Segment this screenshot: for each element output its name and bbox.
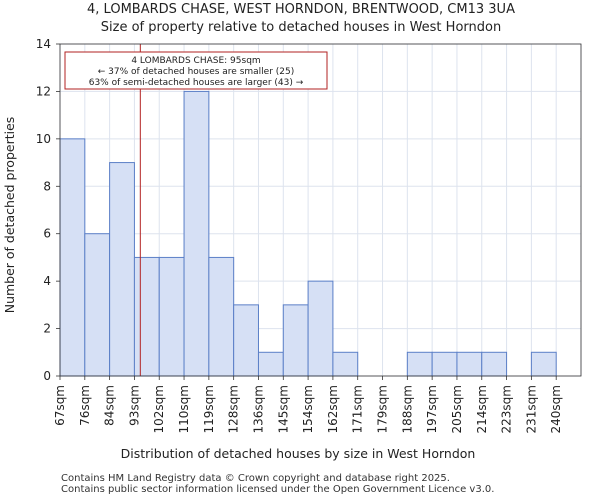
y-tick-label: 2 [43, 322, 51, 336]
y-tick-label: 10 [36, 132, 51, 146]
x-axis-ticks: 67sqm 76sqm 84sqm 93sqm 102sqm 110sqm 119sqm 12… [53, 376, 563, 433]
x-tick-label: 76sqm [78, 385, 92, 426]
x-tick-label: 240sqm [549, 385, 563, 433]
x-tick-label: 154sqm [301, 385, 315, 433]
annotation-box [64, 51, 328, 90]
x-tick-label: 93sqm [127, 385, 141, 426]
x-tick-label: 231sqm [524, 385, 538, 433]
x-tick-label: 145sqm [276, 385, 290, 433]
x-tick-label: 128sqm [227, 385, 241, 433]
bar-154sqm [307, 280, 334, 377]
footer-line1: Contains HM Land Registry data © Crown c… [61, 473, 450, 484]
x-tick-label: 136sqm [251, 385, 265, 433]
bar-119sqm [208, 256, 235, 377]
x-tick-label: 188sqm [400, 385, 414, 433]
bar-145sqm [282, 304, 309, 377]
y-axis-label: Number of detached properties [2, 117, 17, 314]
y-axis-ticks: 0 2 4 6 8 10 12 14 [36, 37, 60, 383]
x-tick-label: 197sqm [425, 385, 439, 433]
x-tick-label: 119sqm [202, 385, 216, 433]
bar-93sqm [133, 256, 160, 377]
annotation-line1: 4 LOMBARDS CHASE: 95sqm [131, 56, 260, 66]
bar-205sqm [456, 351, 483, 377]
bar-188sqm [406, 351, 433, 377]
x-tick-label: 171sqm [351, 385, 365, 433]
y-tick-label: 6 [43, 227, 51, 241]
x-tick-label: 214sqm [475, 385, 489, 433]
marker-group: 4 LOMBARDS CHASE: 95sqm ← 37% of detache… [64, 44, 328, 376]
x-tick-label: 205sqm [450, 385, 464, 433]
chart-title-line1: 4, LOMBARDS CHASE, WEST HORNDON, BRENTWO… [87, 2, 515, 17]
y-tick-label: 0 [43, 369, 51, 383]
x-tick-label: 102sqm [152, 385, 166, 433]
annotation-line3: 63% of semi-detached houses are larger (… [89, 78, 304, 88]
bar-84sqm [109, 162, 135, 377]
x-tick-label: 84sqm [103, 385, 117, 426]
bar-128sqm [233, 304, 259, 377]
x-tick-label: 110sqm [177, 385, 191, 433]
bar-162sqm [332, 351, 359, 377]
x-tick-label: 67sqm [53, 385, 67, 426]
y-tick-label: 12 [36, 84, 51, 98]
bar-102sqm [158, 256, 185, 377]
x-tick-label: 223sqm [500, 385, 514, 433]
bar-197sqm [431, 351, 458, 377]
bar-231sqm [530, 351, 557, 377]
x-tick-label: 179sqm [376, 385, 390, 433]
bar-214sqm [481, 351, 508, 377]
x-axis-label: Distribution of detached houses by size … [121, 446, 476, 461]
y-tick-label: 4 [43, 274, 51, 288]
bar-67sqm [59, 138, 86, 377]
bar-110sqm [183, 90, 210, 377]
x-tick-label: 162sqm [326, 385, 340, 433]
bars [59, 90, 557, 377]
annotation-line2: ← 37% of detached houses are smaller (25… [98, 67, 295, 77]
chart-title-line2: Size of property relative to detached ho… [101, 20, 501, 35]
bar-76sqm [84, 233, 111, 377]
plot-frame [59, 43, 582, 377]
y-tick-label: 14 [36, 37, 51, 51]
bar-136sqm [257, 351, 284, 377]
y-tick-label: 8 [43, 179, 51, 193]
footer-line2: Contains public sector information licen… [61, 484, 495, 495]
